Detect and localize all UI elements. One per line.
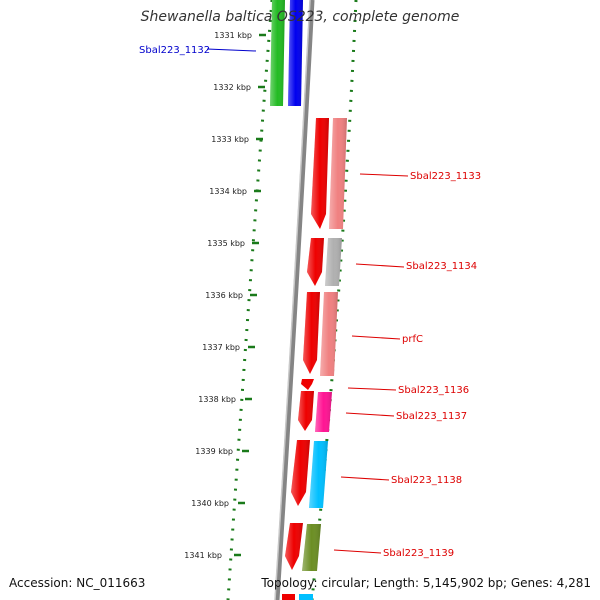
ruler-tick: 1331 kbp bbox=[214, 31, 266, 40]
gene-leader-line bbox=[333, 549, 382, 554]
ruler: 1331 kbp 1332 kbp 1333 kbp 1334 kbp 1335… bbox=[184, 31, 266, 560]
tick-label: 1336 kbp bbox=[205, 291, 243, 300]
gene-leader-line bbox=[340, 476, 390, 481]
outer-dotted-track-left bbox=[226, 0, 274, 600]
gene-partial-bottom bbox=[282, 594, 313, 600]
gene-label[interactable]: Sbal223_1138 bbox=[391, 475, 462, 486]
ruler-tick: 1336 kbp bbox=[205, 291, 257, 300]
accession-label: Accession: NC_011663 bbox=[9, 576, 146, 590]
ruler-tick: 1339 kbp bbox=[195, 447, 249, 456]
gene-sbal223-1134[interactable]: Sbal223_1134 bbox=[307, 238, 477, 286]
tick-label: 1339 kbp bbox=[195, 447, 233, 456]
genome-backbone bbox=[274, 0, 315, 600]
gene-sbal223-1137[interactable]: Sbal223_1137 bbox=[298, 391, 467, 432]
gene-label[interactable]: Sbal223_1132 bbox=[139, 45, 210, 56]
gene-sbal223-1136[interactable]: Sbal223_1136 bbox=[301, 379, 469, 396]
gene-label[interactable]: Sbal223_1137 bbox=[396, 411, 467, 422]
ruler-tick: 1332 kbp bbox=[213, 83, 265, 92]
gene-prfc[interactable]: prfC bbox=[303, 292, 423, 376]
tick-label: 1332 kbp bbox=[213, 83, 251, 92]
tick-label: 1331 kbp bbox=[214, 31, 252, 40]
gene-sbal223-1132[interactable]: Sbal223_1132 bbox=[139, 0, 303, 106]
tick-label: 1338 kbp bbox=[198, 395, 236, 404]
gene-label[interactable]: Sbal223_1133 bbox=[410, 171, 481, 182]
ruler-tick: 1338 kbp bbox=[198, 395, 252, 404]
tick-label: 1340 kbp bbox=[191, 499, 229, 508]
gene-sbal223-1138[interactable]: Sbal223_1138 bbox=[291, 440, 462, 508]
gene-label[interactable]: prfC bbox=[402, 334, 423, 345]
gene-label[interactable]: Sbal223_1136 bbox=[398, 385, 469, 396]
ruler-tick: 1333 kbp bbox=[211, 135, 263, 144]
gene-leader-line bbox=[355, 263, 405, 268]
tick-label: 1341 kbp bbox=[184, 551, 222, 560]
gene-label[interactable]: Sbal223_1139 bbox=[383, 548, 454, 559]
tick-label: 1337 kbp bbox=[202, 343, 240, 352]
ruler-tick: 1340 kbp bbox=[191, 499, 245, 508]
gene-leader-line bbox=[206, 48, 257, 52]
ruler-tick: 1335 kbp bbox=[207, 239, 259, 248]
gene-leader-line bbox=[359, 173, 409, 177]
gene-sbal223-1139[interactable]: Sbal223_1139 bbox=[285, 523, 454, 571]
gene-sbal223-1133[interactable]: Sbal223_1133 bbox=[311, 118, 481, 229]
ruler-tick: 1334 kbp bbox=[209, 187, 261, 196]
tick-label: 1333 kbp bbox=[211, 135, 249, 144]
genome-title: Shewanella baltica OS223, complete genom… bbox=[140, 9, 460, 25]
outer-dotted-track-right bbox=[310, 0, 358, 600]
tick-label: 1334 kbp bbox=[209, 187, 247, 196]
gene-leader-line bbox=[347, 387, 397, 391]
gene-label[interactable]: Sbal223_1134 bbox=[406, 261, 477, 272]
topology-label: Topology: circular; Length: 5,145,902 bp… bbox=[261, 576, 591, 590]
ruler-tick: 1341 kbp bbox=[184, 551, 241, 560]
gene-leader-line bbox=[345, 412, 395, 417]
ruler-tick: 1337 kbp bbox=[202, 343, 255, 352]
tick-label: 1335 kbp bbox=[207, 239, 245, 248]
gene-leader-line bbox=[351, 335, 401, 340]
